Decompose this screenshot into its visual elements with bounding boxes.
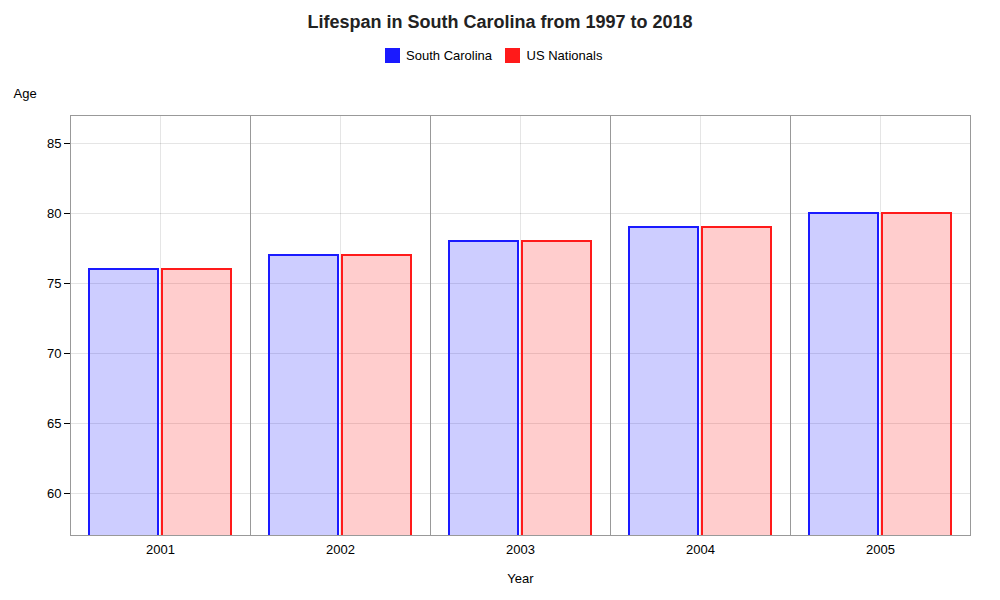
- svg-text:75: 75: [47, 275, 61, 290]
- html-text:US Nationals: US Nationals: [526, 48, 603, 63]
- svg-text:80: 80: [47, 205, 61, 220]
- svg-text:2005: 2005: [866, 541, 895, 556]
- svg-text:65: 65: [47, 415, 61, 430]
- svg-text:Age: Age: [14, 85, 37, 100]
- html-text:South Carolina: South Carolina: [406, 48, 493, 63]
- svg-text:2004: 2004: [686, 541, 715, 556]
- svg-text:60: 60: [47, 485, 61, 500]
- svg-text:70: 70: [47, 345, 61, 360]
- svg-text:2001: 2001: [146, 541, 175, 556]
- svg-text:2002: 2002: [326, 541, 355, 556]
- svg-text:Year: Year: [507, 570, 534, 585]
- html-text:Lifespan in South Carolina fro: Lifespan in South Carolina from 1997 to …: [307, 12, 693, 32]
- svg-text:85: 85: [47, 135, 61, 150]
- svg-text:2003: 2003: [506, 541, 535, 556]
